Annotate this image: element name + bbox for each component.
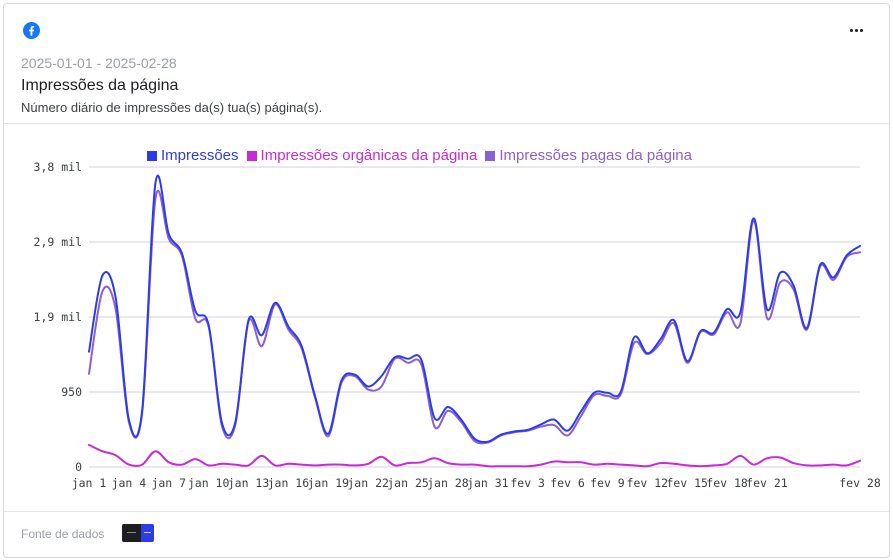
x-tick-label: fev 28: [839, 476, 881, 490]
x-tick-label: fev 9: [590, 476, 625, 490]
more-horizontal-icon[interactable]: [847, 22, 867, 38]
legend-item-impressions[interactable]: Impressões: [147, 147, 239, 164]
footer-divider: [4, 511, 889, 512]
series-line-paid: [88, 189, 861, 445]
x-tick-label: jan 10: [188, 476, 230, 490]
header-divider: [4, 123, 889, 124]
line-chart: 0 950 1,9 mil 2,9 mil 3,8 mil jan 1 jan 4 jan 7…: [34, 160, 881, 490]
x-tick-label: fev 21: [746, 476, 788, 490]
chart-card: 2025-01-01 - 2025-02-28 Impressões da pá…: [3, 3, 890, 558]
data-source-label: Fonte de dados: [21, 527, 105, 541]
x-tick-label: jan 13: [228, 476, 270, 490]
x-tick-label: jan 4: [112, 476, 147, 490]
y-tick-label: 3,8 mil: [34, 160, 82, 174]
x-tick-label: fev 3: [510, 476, 545, 490]
y-tick-label: 0: [75, 460, 82, 474]
y-tick-label: 950: [61, 385, 82, 399]
x-tick-label: jan 25: [387, 476, 429, 490]
series-line-organic: [88, 443, 861, 468]
x-tick-label: jan 1: [72, 476, 107, 490]
x-tick-label: fev 6: [550, 476, 585, 490]
date-range: 2025-01-01 - 2025-02-28: [21, 55, 177, 71]
data-source-icon[interactable]: [122, 524, 154, 542]
chart-legend: Impressões Impressões orgânicas da págin…: [147, 147, 692, 164]
series-line-impressions: [88, 174, 861, 444]
legend-swatch-impressions: [147, 150, 157, 161]
legend-label-impressions: Impressões: [161, 147, 239, 164]
card-subtitle: Número diário de impressões da(s) tua(s)…: [21, 100, 323, 115]
legend-label-organic: Impressões orgânicas da página: [260, 147, 478, 164]
x-tick-label: jan 7: [151, 476, 186, 490]
x-tick-label: fev 12: [627, 476, 669, 490]
x-tick-label: fev 15: [666, 476, 708, 490]
x-tick-label: jan 22: [347, 476, 389, 490]
x-tick-label: jan 19: [308, 476, 350, 490]
x-tick-label: jan 31: [467, 476, 509, 490]
legend-item-paid[interactable]: Impressões pagas da página: [485, 147, 692, 164]
legend-swatch-organic: [246, 150, 257, 161]
y-tick-label: 1,9 mil: [34, 310, 82, 324]
facebook-icon: [23, 22, 40, 39]
card-title: Impressões da página: [21, 77, 179, 94]
legend-swatch-paid: [485, 150, 496, 161]
legend-label-paid: Impressões pagas da página: [499, 147, 692, 164]
x-tick-label: jan 16: [268, 476, 310, 490]
legend-item-organic[interactable]: Impressões orgânicas da página: [246, 147, 478, 164]
y-tick-label: 2,9 mil: [34, 235, 82, 249]
x-tick-label: jan 28: [427, 476, 469, 490]
x-tick-label: fev 18: [706, 476, 748, 490]
